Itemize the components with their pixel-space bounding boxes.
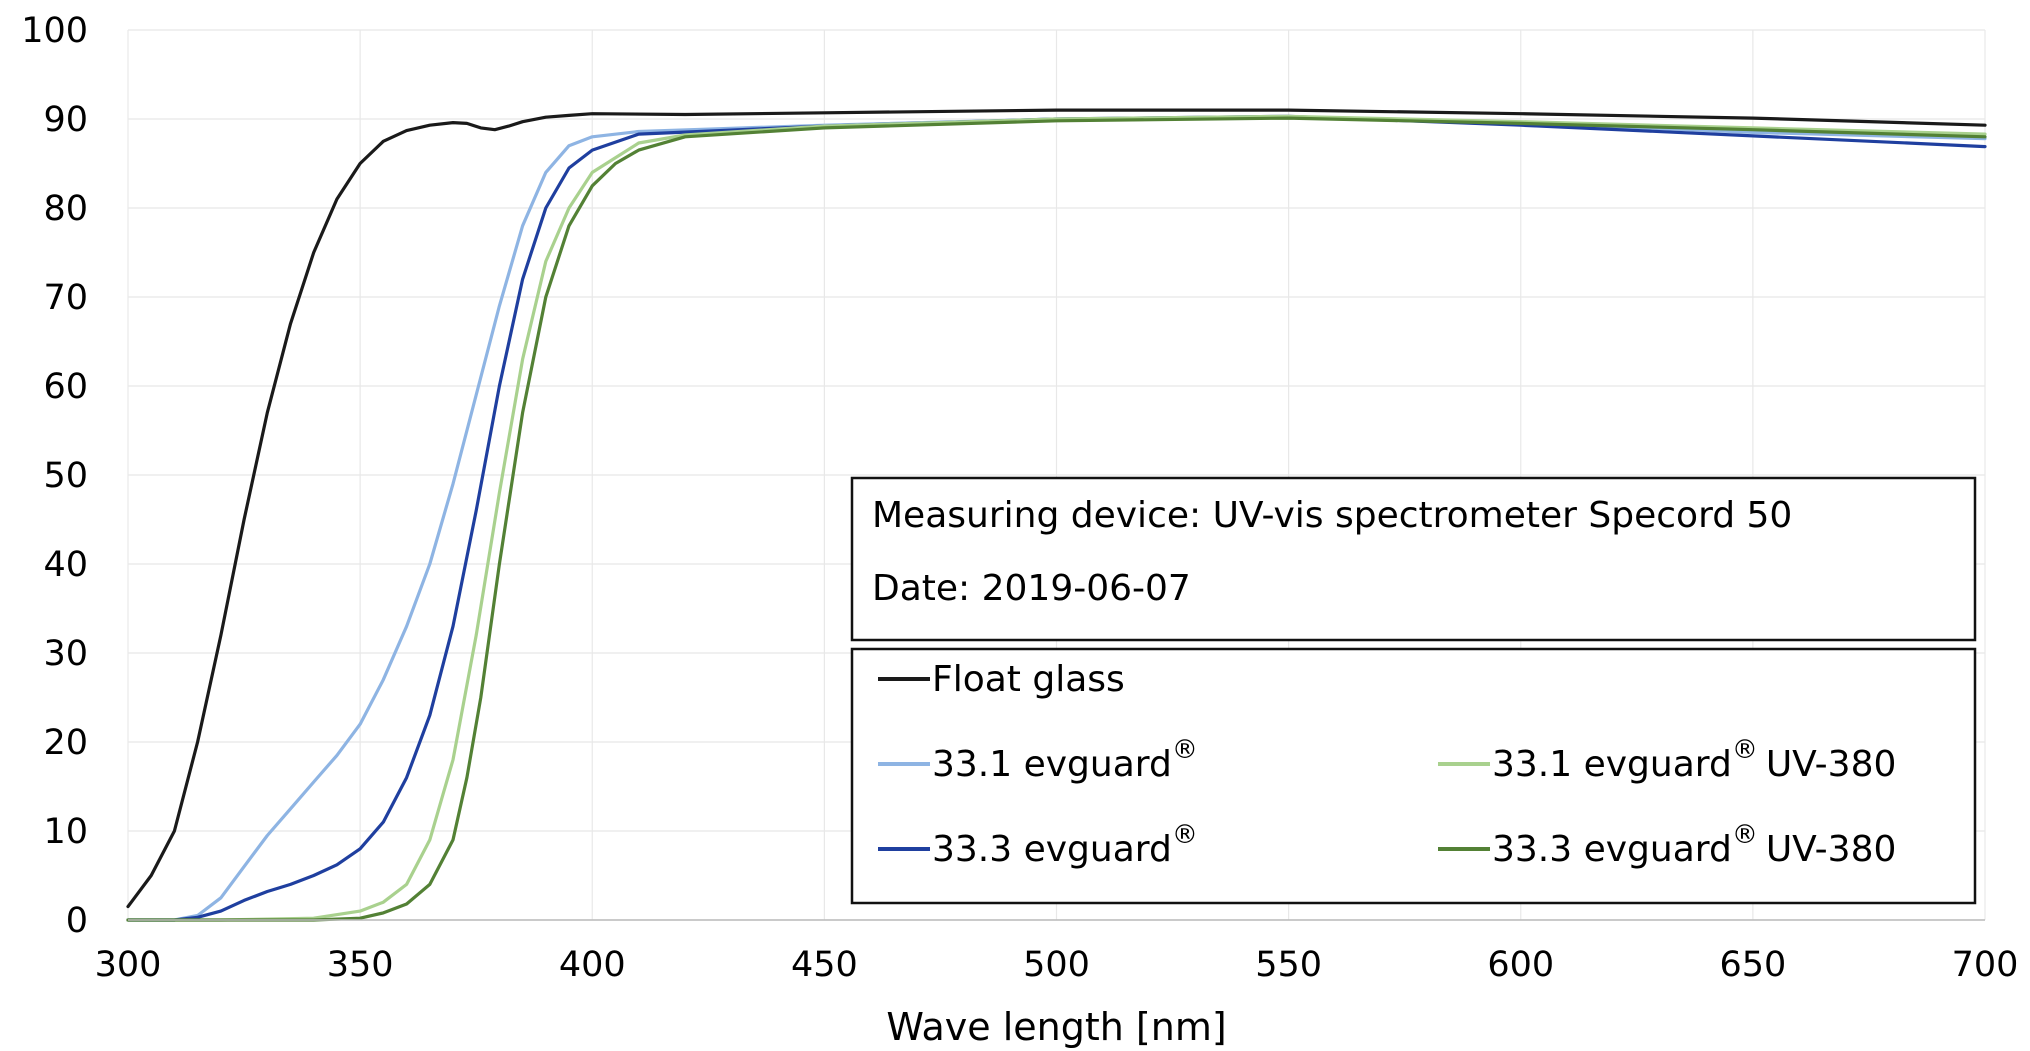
- tick-labels: 0 10 20 30 40 50 60 70 80 90 100 300 350 400 450 500 550…: [21, 11, 2018, 985]
- series-line-5: [126, 116, 1987, 922]
- x-tick-label: 400: [559, 945, 626, 985]
- x-tick-label: 600: [1487, 945, 1554, 985]
- x-tick-label: 700: [1952, 945, 2019, 985]
- y-tick-label: 70: [43, 278, 88, 318]
- legend-item-2: 33.1 evguard®: [878, 735, 1198, 785]
- x-tick-label: 450: [791, 945, 858, 985]
- y-tick-label: 0: [66, 901, 88, 941]
- legend-item-3: 33.3 evguard®: [878, 820, 1198, 870]
- y-tick-label: 20: [43, 723, 88, 763]
- legend-item-4: 33.1 evguard® UV-380: [1438, 735, 1896, 785]
- y-tick-label: 100: [21, 11, 88, 51]
- y-tick-label: 80: [43, 189, 88, 229]
- x-tick-label: 500: [1023, 945, 1090, 985]
- info-date: Date: 2019-06-07: [872, 568, 1191, 609]
- info-box-frame: [850, 476, 1977, 642]
- legend-label: 33.3 evguard®: [932, 820, 1198, 870]
- y-tick-label: 10: [43, 812, 88, 852]
- legend-item-5: 33.3 evguard® UV-380: [1438, 820, 1896, 870]
- x-axis-title: Wave length [nm]: [886, 1005, 1226, 1049]
- x-tick-label: 550: [1255, 945, 1322, 985]
- legend-label: Float glass: [932, 659, 1125, 700]
- y-tick-label: 30: [43, 634, 88, 674]
- info-measuring-device: Measuring device: UV-vis spectrometer Sp…: [872, 495, 1792, 536]
- legend-label: 33.1 evguard®: [932, 735, 1198, 785]
- legend-frame: [850, 647, 1977, 905]
- y-tick-label: 50: [43, 456, 88, 496]
- y-tick-label: 90: [43, 100, 88, 140]
- legend: Float glass 33.1 evguard® 33.3 evguard® 33.…: [850, 647, 1977, 905]
- x-tick-label: 350: [327, 945, 394, 985]
- y-tick-label: 40: [43, 545, 88, 585]
- series-lines: [126, 108, 1987, 922]
- legend-item-1: Float glass: [878, 659, 1125, 700]
- x-tick-label: 650: [1719, 945, 1786, 985]
- series-line-1: [126, 108, 1987, 909]
- x-tick-label: 300: [95, 945, 162, 985]
- series-line-4: [126, 114, 1987, 922]
- legend-label: 33.3 evguard® UV-380: [1492, 820, 1896, 870]
- info-box: Measuring device: UV-vis spectrometer Sp…: [850, 476, 1977, 642]
- y-tick-label: 60: [43, 367, 88, 407]
- legend-label: 33.1 evguard® UV-380: [1492, 735, 1896, 785]
